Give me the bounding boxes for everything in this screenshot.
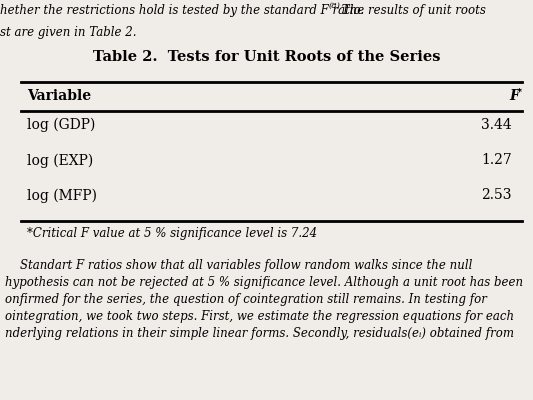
Text: 1.27: 1.27 — [481, 153, 512, 167]
Text: log (EXP): log (EXP) — [27, 153, 93, 168]
Text: Standart F ratios show that all variables follow random walks since the null
hyp: Standart F ratios show that all variable… — [5, 259, 523, 340]
Text: 3.44: 3.44 — [481, 118, 512, 132]
Text: 2.53: 2.53 — [481, 188, 512, 202]
Text: F: F — [509, 89, 519, 103]
Text: Table 2.  Tests for Unit Roots of the Series: Table 2. Tests for Unit Roots of the Ser… — [93, 50, 440, 64]
Text: st are given in Table 2.: st are given in Table 2. — [0, 26, 136, 39]
Text: (8): (8) — [329, 2, 341, 10]
Text: The results of unit roots: The results of unit roots — [338, 4, 486, 17]
Text: hether the restrictions hold is tested by the standard F ratio.: hether the restrictions hold is tested b… — [0, 4, 364, 17]
Text: *: * — [517, 87, 522, 96]
Text: *Critical F value at 5 % significance level is 7.24: *Critical F value at 5 % significance le… — [27, 227, 317, 240]
Text: log (MFP): log (MFP) — [27, 188, 96, 203]
Text: Variable: Variable — [27, 89, 91, 103]
Text: log (GDP): log (GDP) — [27, 118, 95, 132]
